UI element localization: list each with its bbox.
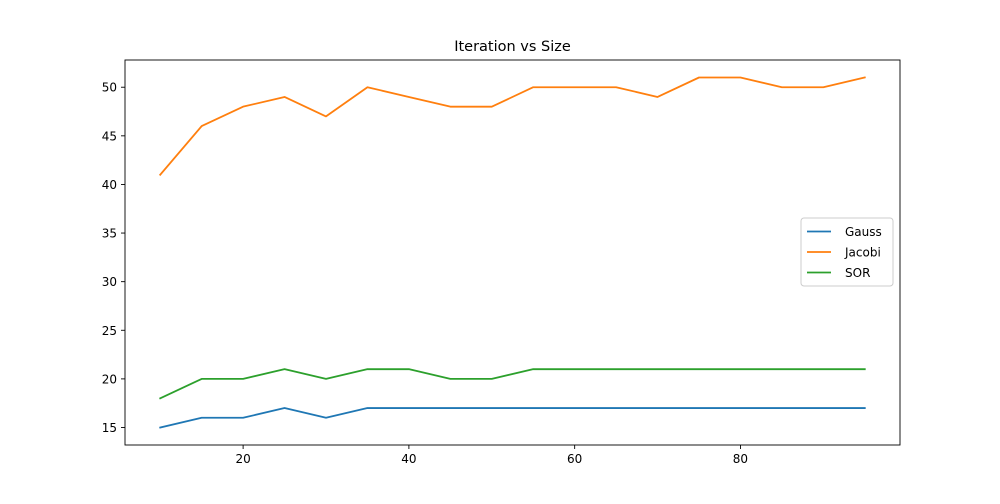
series-line-jacobi <box>158 76 866 176</box>
y-tick-label: 15 <box>102 421 117 435</box>
legend: Gauss Jacobi SOR <box>800 217 894 287</box>
series-line-gauss <box>159 407 866 429</box>
series-line-sor <box>159 368 866 400</box>
y-tick-label: 20 <box>102 372 117 386</box>
axes-layer: 20 40 60 80 15 20 25 30 35 40 45 50 <box>102 59 901 466</box>
y-tick-label: 45 <box>102 129 117 143</box>
y-tick-label: 30 <box>102 275 117 289</box>
y-tick-label: 35 <box>102 227 117 241</box>
x-tick-label: 60 <box>567 452 582 466</box>
y-tick-label: 40 <box>102 178 117 192</box>
y-tick-label: 25 <box>102 324 117 338</box>
x-tick-label: 20 <box>235 452 250 466</box>
x-tick-label: 40 <box>401 452 416 466</box>
chart-title: Iteration vs Size <box>454 39 571 55</box>
legend-label-jacobi: Jacobi <box>844 246 881 260</box>
plot-frame <box>124 59 901 446</box>
legend-box <box>800 217 894 287</box>
x-tick-label: 80 <box>733 452 748 466</box>
y-tick-label: 50 <box>102 81 117 95</box>
legend-label-sor: SOR <box>845 266 870 280</box>
legend-label-gauss: Gauss <box>845 225 882 239</box>
series-layer <box>158 76 866 429</box>
